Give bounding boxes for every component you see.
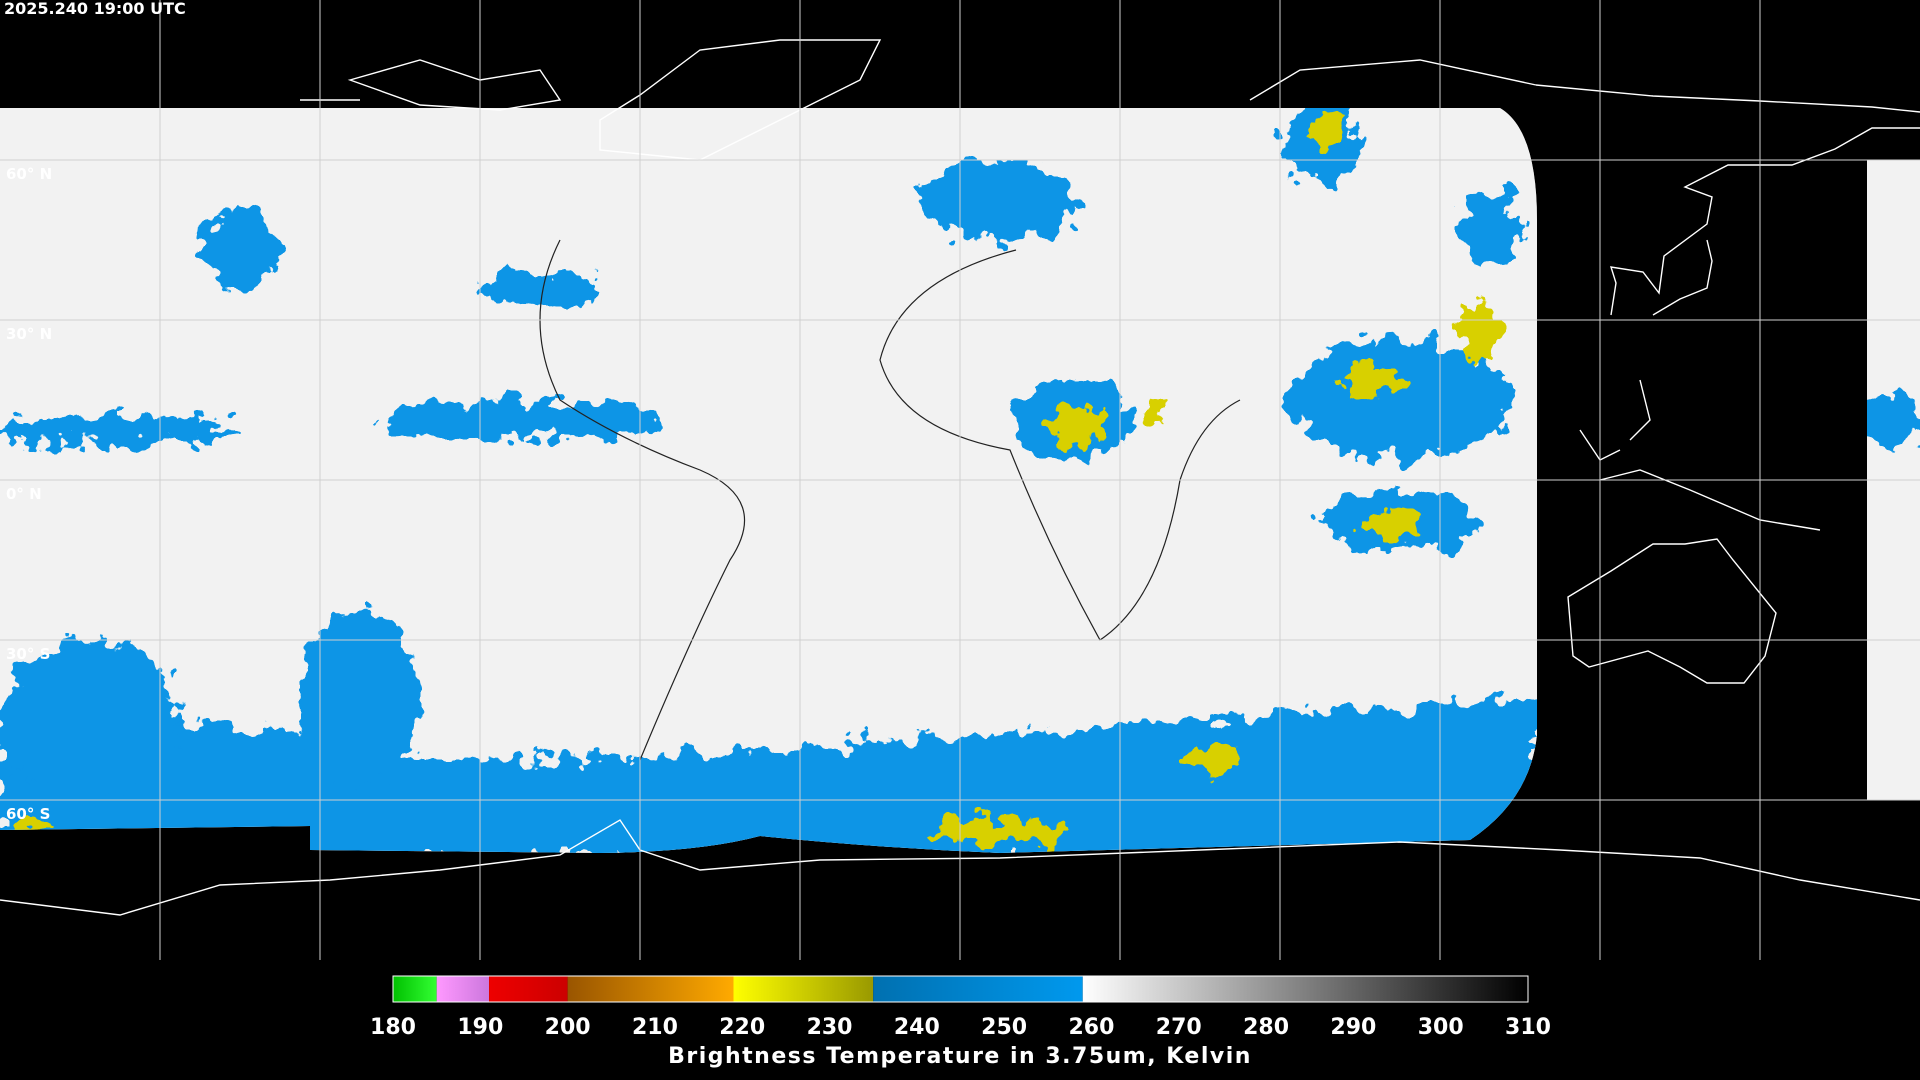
colorbar: 180 190 200 210 220 230 240 250 260 270 280 290 300 3…	[370, 975, 1551, 1040]
colorbar-tick-label: 220	[719, 1015, 765, 1040]
colorbar-frame	[392, 975, 1529, 1003]
colorbar-segment	[733, 976, 874, 1002]
colorbar-tick-label: 180	[370, 1015, 416, 1040]
colorbar-tick-label: 190	[457, 1015, 503, 1040]
colorbar-title: Brightness Temperature in 3.75um, Kelvin	[668, 1044, 1252, 1069]
colorbar-tick-label: 260	[1068, 1015, 1114, 1040]
latitude-labels: 60° N 30° N 0° N 30° S 60° S	[6, 165, 52, 823]
colorbar-segment	[489, 976, 568, 1002]
colorbar-segment	[873, 976, 1083, 1002]
graticule	[0, 0, 1920, 960]
latitude-label: 30° N	[6, 325, 52, 343]
colorbar-tick-label: 270	[1156, 1015, 1202, 1040]
colorbar-segment	[567, 976, 734, 1002]
colorbar-tick-label: 240	[894, 1015, 940, 1040]
colorbar-tick-label: 310	[1505, 1015, 1551, 1040]
colorbar-segment	[436, 976, 490, 1002]
latitude-label: 0° N	[6, 485, 42, 503]
timestamp: 2025.240 19:00 UTC	[4, 0, 186, 18]
colorbar-segment	[393, 976, 437, 1002]
colorbar-tick-label: 230	[807, 1015, 853, 1040]
latitude-label: 30° S	[6, 645, 50, 663]
colorbar-tick-label: 280	[1243, 1015, 1289, 1040]
latitude-label: 60° S	[6, 805, 50, 823]
colorbar-tick-label: 200	[545, 1015, 591, 1040]
colorbar-segment	[1082, 976, 1528, 1002]
latitude-label: 60° N	[6, 165, 52, 183]
coastlines	[0, 39, 1920, 916]
colorbar-tick-label: 300	[1418, 1015, 1464, 1040]
colorbar-tick-label: 210	[632, 1015, 678, 1040]
colorbar-tick-label: 250	[981, 1015, 1027, 1040]
colorbar-tick-label: 290	[1330, 1015, 1376, 1040]
